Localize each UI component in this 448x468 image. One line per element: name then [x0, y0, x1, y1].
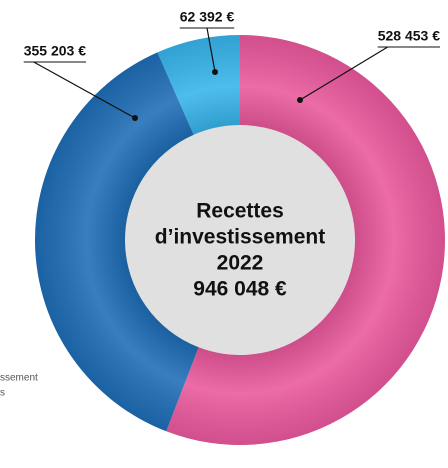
- leader-dot: [132, 115, 138, 121]
- leader-line: [206, 27, 216, 73]
- leader-dot: [297, 97, 303, 103]
- center-total: 946 048 €: [193, 278, 287, 301]
- annotation: s: [0, 388, 5, 399]
- value-label: 355 203 €: [24, 43, 86, 59]
- annotation: ssement: [0, 373, 38, 384]
- value-label: 62 392 €: [180, 9, 235, 25]
- leader-dot: [212, 69, 218, 75]
- center-title: Recettes: [196, 200, 284, 223]
- value-label: 528 453 €: [378, 28, 440, 44]
- center-title: 2022: [217, 252, 264, 275]
- center-title: d’investissement: [155, 226, 325, 249]
- leader-line: [299, 46, 389, 101]
- leader-line: [33, 61, 136, 119]
